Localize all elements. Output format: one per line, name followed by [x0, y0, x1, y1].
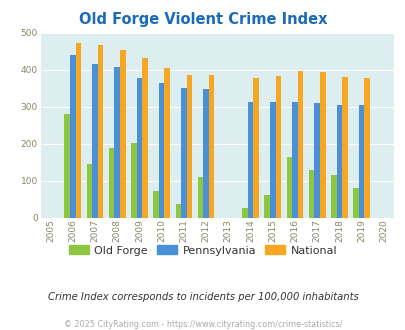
Bar	[197, 177, 203, 218]
Text: Old Forge Violent Crime Index: Old Forge Violent Crime Index	[79, 12, 326, 26]
Bar	[181, 88, 186, 218]
Bar	[64, 114, 70, 218]
Bar	[319, 72, 325, 218]
Bar	[297, 71, 303, 218]
Bar	[131, 143, 136, 218]
Bar	[352, 188, 358, 218]
Bar	[308, 171, 313, 218]
Bar	[175, 204, 181, 218]
Bar	[120, 50, 125, 218]
Bar	[136, 78, 142, 218]
Legend: Old Forge, Pennsylvania, National: Old Forge, Pennsylvania, National	[64, 241, 341, 260]
Bar	[313, 103, 319, 218]
Bar	[330, 175, 336, 218]
Bar	[98, 45, 103, 218]
Bar	[253, 78, 258, 218]
Bar	[208, 75, 214, 218]
Bar	[158, 83, 164, 218]
Bar	[358, 105, 363, 218]
Bar	[242, 208, 247, 218]
Bar	[153, 191, 158, 218]
Bar	[92, 64, 98, 218]
Bar	[109, 148, 114, 218]
Bar	[186, 75, 192, 218]
Bar	[164, 68, 170, 218]
Bar	[70, 55, 75, 218]
Bar	[87, 164, 92, 218]
Bar	[292, 103, 297, 218]
Bar	[75, 43, 81, 218]
Bar	[264, 194, 269, 218]
Bar	[336, 105, 341, 218]
Bar	[363, 78, 369, 218]
Bar	[142, 58, 147, 218]
Bar	[341, 77, 347, 218]
Bar	[286, 157, 292, 218]
Bar	[247, 103, 253, 218]
Bar	[269, 102, 275, 218]
Bar	[114, 67, 120, 218]
Text: Crime Index corresponds to incidents per 100,000 inhabitants: Crime Index corresponds to incidents per…	[47, 292, 358, 302]
Bar	[275, 76, 280, 218]
Bar	[203, 89, 208, 218]
Text: © 2025 CityRating.com - https://www.cityrating.com/crime-statistics/: © 2025 CityRating.com - https://www.city…	[64, 320, 341, 329]
